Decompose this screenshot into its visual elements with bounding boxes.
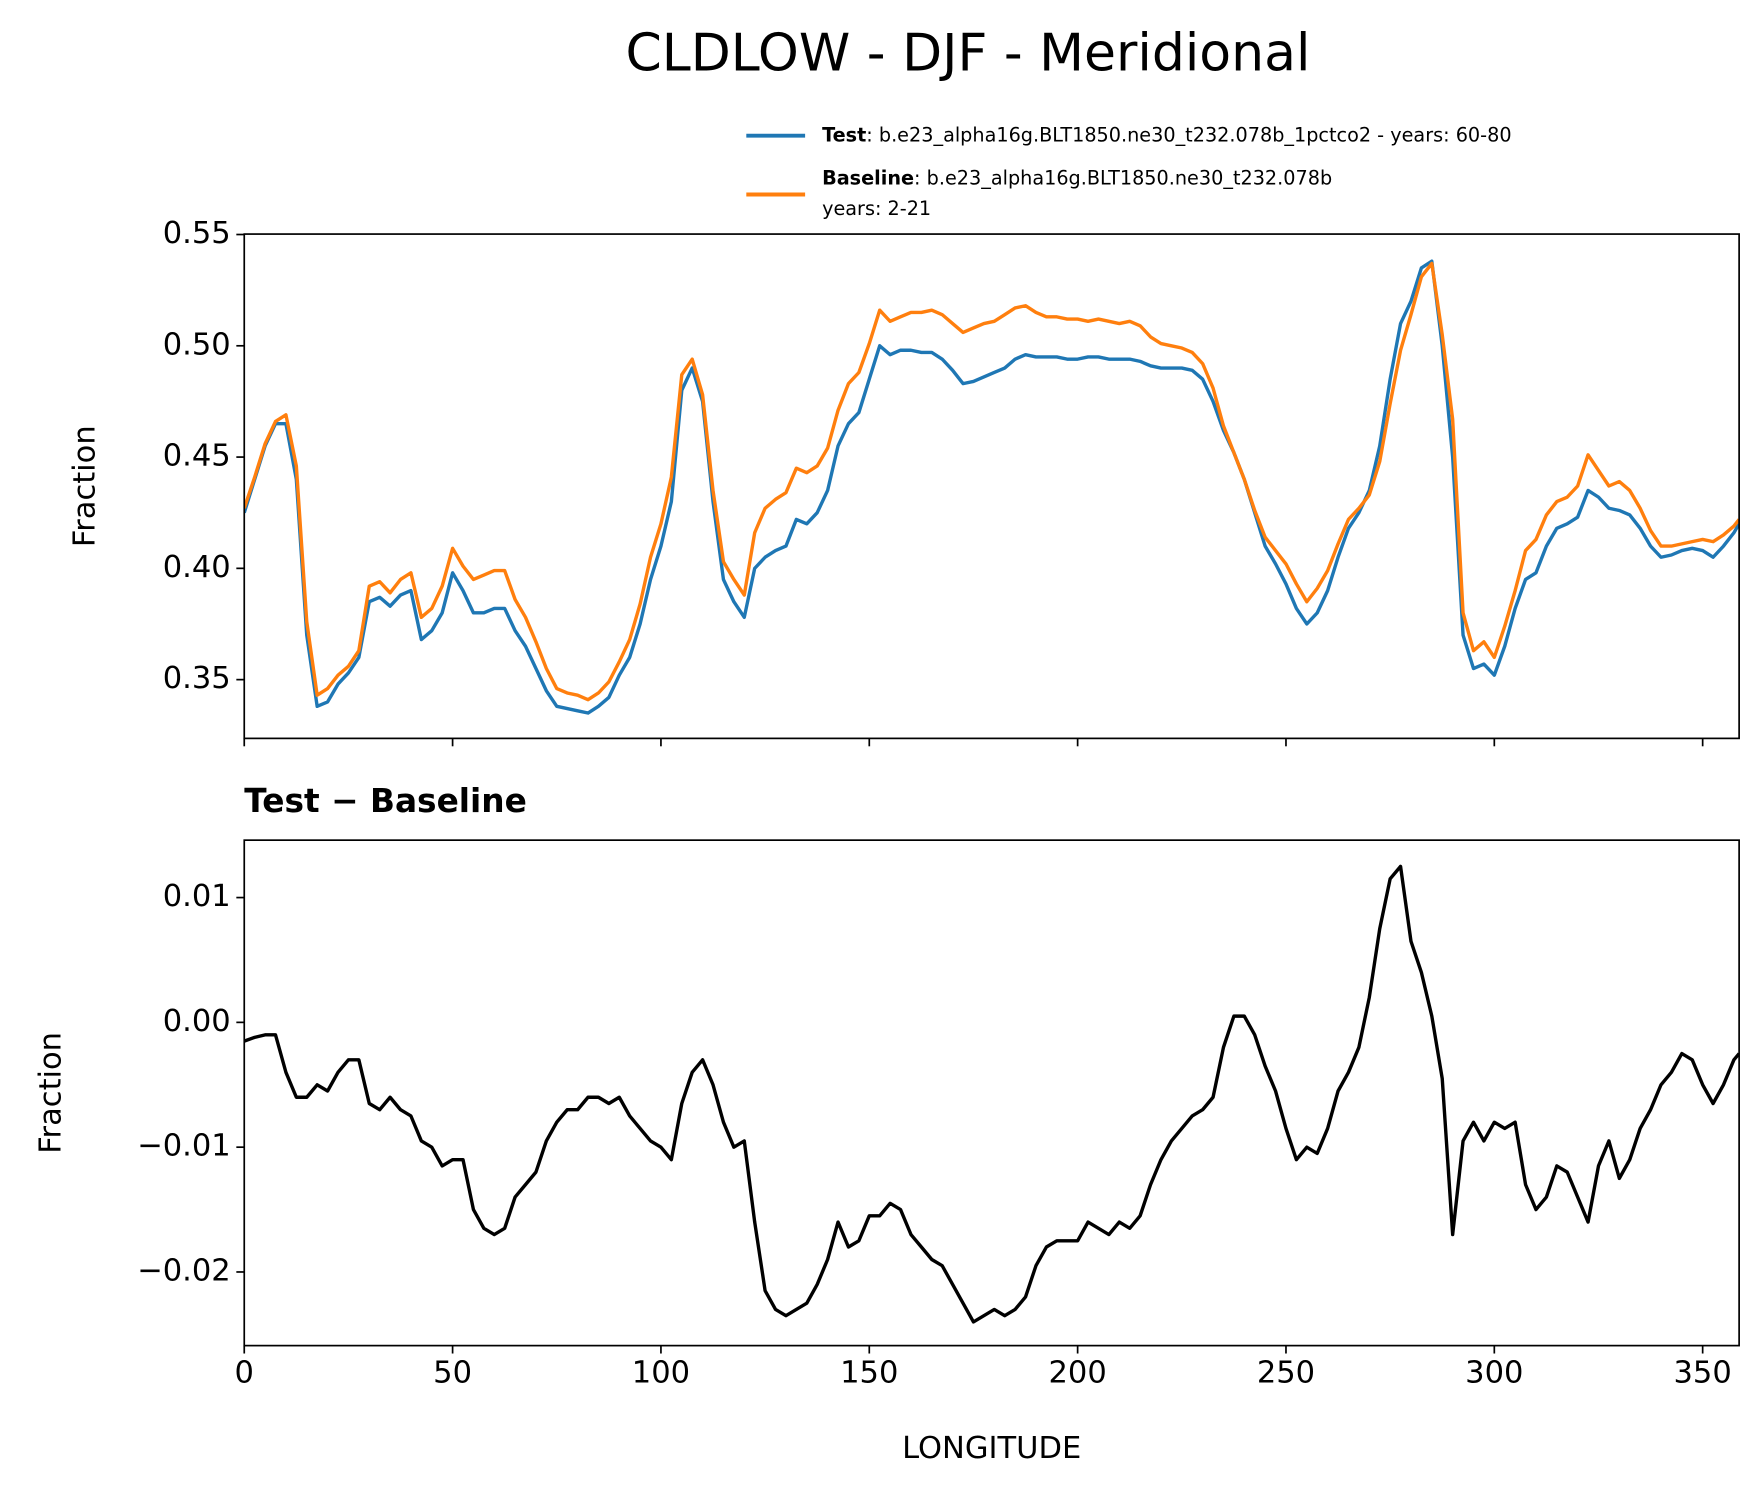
y-tick-label: 0.00 <box>163 1004 231 1039</box>
legend-entry: Baseline: b.e23_alpha16g.BLT1850.ne30_t2… <box>822 166 1332 189</box>
y-tick-label: 0.50 <box>163 327 231 362</box>
x-tick-label: 0 <box>235 1355 254 1390</box>
data-line <box>244 259 1740 715</box>
legend-description: : b.e23_alpha16g.BLT1850.ne30_t232.078b_… <box>866 123 1511 146</box>
legend-description: : b.e23_alpha16g.BLT1850.ne30_t232.078b <box>914 166 1332 189</box>
y-tick-label: −0.02 <box>137 1253 231 1288</box>
data-line <box>244 261 1740 702</box>
y-tick-label: 0.35 <box>163 661 231 696</box>
x-tick-label: 250 <box>1257 1355 1315 1390</box>
legend-name: Baseline <box>822 166 914 189</box>
x-tick-label: 100 <box>632 1355 690 1390</box>
y-tick-label: 0.45 <box>163 439 231 474</box>
x-axis-label: LONGITUDE <box>902 1431 1081 1466</box>
x-tick-label: 350 <box>1674 1355 1732 1390</box>
y-axis-label: Fraction <box>34 1032 69 1154</box>
y-tick-label: 0.40 <box>163 550 231 585</box>
legend-name: Test <box>822 123 866 146</box>
x-tick-label: 50 <box>433 1355 472 1390</box>
legend-entry: Test: b.e23_alpha16g.BLT1850.ne30_t232.0… <box>822 123 1511 146</box>
axes-frame <box>243 233 1740 740</box>
plot-area <box>244 864 1740 1324</box>
x-tick-label: 200 <box>1049 1355 1107 1390</box>
figure-title: CLDLOW - DJF - Meridional <box>625 24 1310 84</box>
data-line <box>244 864 1740 1324</box>
axes-frame <box>243 839 1740 1347</box>
axes-title: Test − Baseline <box>244 782 527 820</box>
x-tick-label: 150 <box>840 1355 898 1390</box>
legend-description: years: 2-21 <box>822 197 931 220</box>
x-tick-label: 300 <box>1465 1355 1523 1390</box>
y-tick-label: 0.01 <box>163 879 231 914</box>
y-tick-label: −0.01 <box>137 1129 231 1164</box>
y-tick-label: 0.55 <box>163 216 231 251</box>
plot-area <box>244 259 1740 715</box>
y-axis-label: Fraction <box>67 425 102 547</box>
legend-entry: years: 2-21 <box>822 197 931 220</box>
